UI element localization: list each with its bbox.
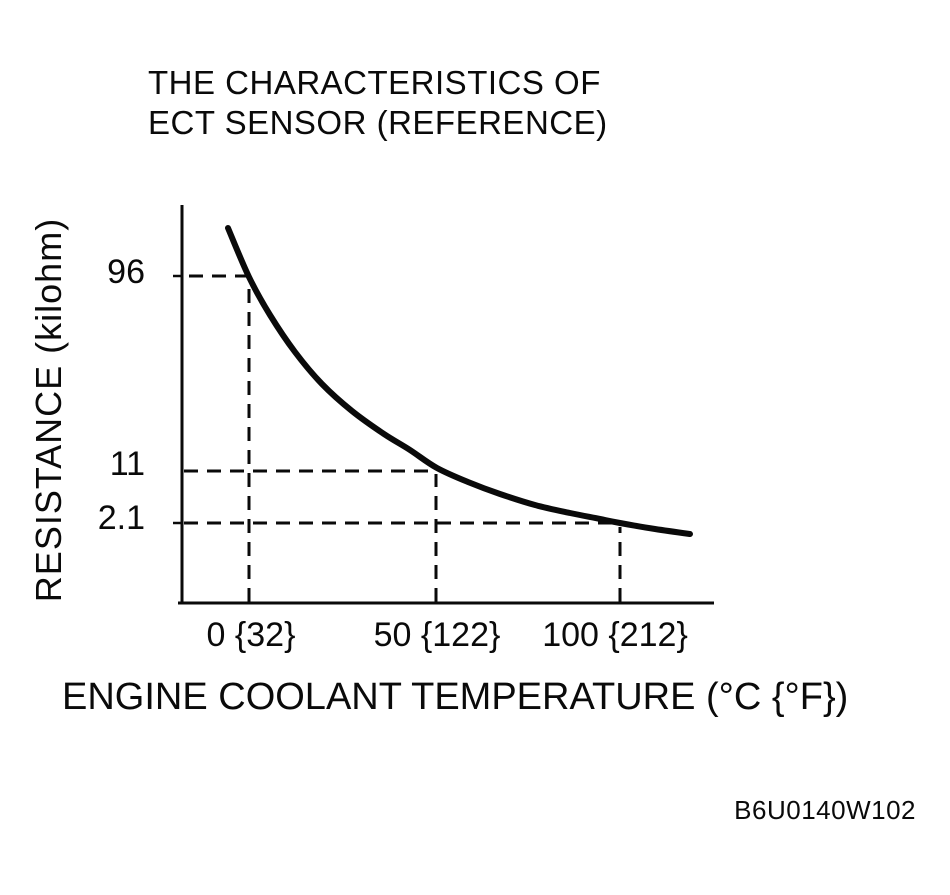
y-tick-label-2-1: 2.1 [97,499,145,537]
sensor-curve [225,225,693,537]
y-tick-label-11: 11 [109,445,145,483]
chart-title-line1: THE CHARACTERISTICS OF [148,64,601,101]
x-tick-label-0: 0 {32} [206,616,296,654]
figure-code: B6U0140W102 [734,795,916,825]
x-axis-label: ENGINE COOLANT TEMPERATURE (°C {°F}) [62,676,849,718]
y-tick-label-96: 96 [107,253,145,291]
chart-title-line2: ECT SENSOR (REFERENCE) [148,104,608,141]
x-tick-label-50: 50 {122} [373,616,501,654]
chart-title: THE CHARACTERISTICS OF ECT SENSOR (REFER… [148,63,608,143]
x-tick-label-100: 100 {212} [542,616,688,654]
